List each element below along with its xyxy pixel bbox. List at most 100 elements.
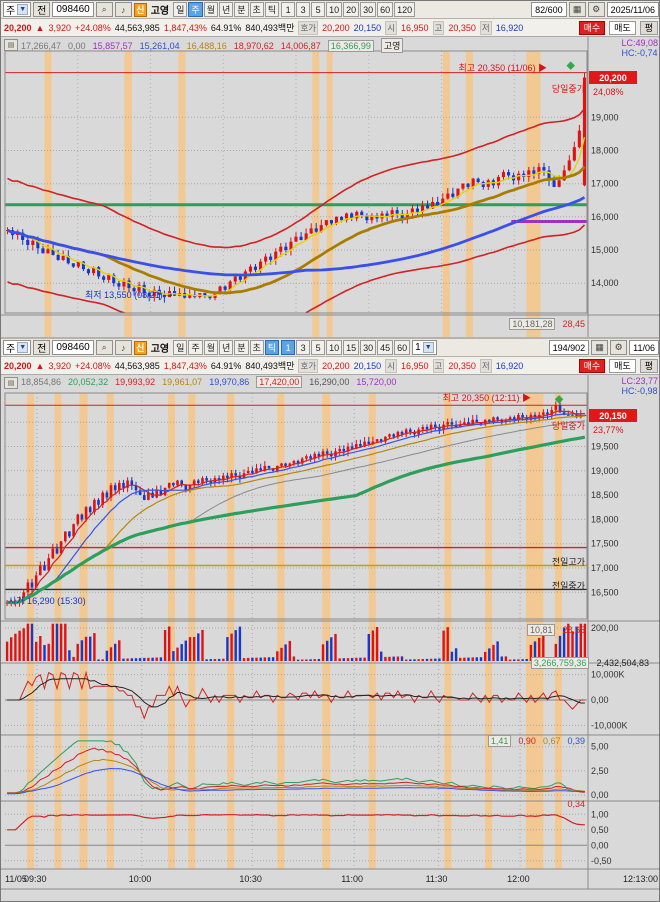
- turnover-percent: 1,847,43%: [163, 22, 207, 33]
- speaker-icon[interactable]: ♪: [114, 2, 132, 17]
- interval-15[interactable]: 15: [343, 340, 360, 355]
- interval-5[interactable]: 5: [311, 2, 326, 17]
- reference-lines: [5, 404, 587, 591]
- interval-10[interactable]: 10: [326, 340, 343, 355]
- last-price: 20,200: [4, 360, 32, 371]
- interval-60[interactable]: 60: [377, 2, 394, 17]
- chart-style-icon[interactable]: ▦: [591, 340, 609, 355]
- signal-diamond-icon: [566, 61, 575, 70]
- change-value: 3,920: [48, 360, 71, 371]
- interval-30[interactable]: 30: [360, 2, 377, 17]
- axis-tick-label: 17,000: [591, 179, 619, 189]
- buy-tab[interactable]: 매수: [578, 358, 606, 373]
- legend-value: 0,34: [567, 799, 585, 809]
- ma-legend-row: 17,266,47 0,00 15,857,57 15,261,04 16,488,16…: [21, 38, 404, 53]
- tab-년[interactable]: 년: [218, 340, 234, 355]
- interval-3[interactable]: 3: [296, 2, 311, 17]
- sub-pane-legend: 10,181,28 28,45: [509, 318, 585, 330]
- tick-chart-canvas[interactable]: 19,500 19,000 18,500 18,000 17,500 17,000 16,5…: [1, 375, 660, 902]
- oscillator3-legend: 0,34: [567, 799, 585, 809]
- prev-button[interactable]: 전: [33, 2, 51, 17]
- interval-30[interactable]: 30: [360, 340, 377, 355]
- tab-초[interactable]: 초: [249, 2, 264, 17]
- time-highlight-bands: [44, 51, 541, 337]
- chart-tool-button[interactable]: ▤: [4, 377, 18, 389]
- settings-gear-icon[interactable]: ⚙: [587, 2, 605, 17]
- chart-style-icon[interactable]: ▦: [568, 2, 586, 17]
- period-combo[interactable]: 주 ▼: [3, 340, 32, 355]
- low-label: 저: [479, 20, 492, 35]
- interval-120[interactable]: 120: [394, 2, 416, 17]
- daily-chart-canvas[interactable]: 19,000 18,000 17,000 16,000 15,000 14,000: [1, 37, 660, 339]
- interval-3[interactable]: 3: [296, 340, 311, 355]
- day-avg-label: 당일중가: [551, 84, 585, 94]
- legend-value: 0,00: [68, 40, 86, 51]
- axis-tick-label: -0,50: [591, 856, 612, 866]
- volume-value: 44,563,985: [114, 22, 160, 33]
- strength-percent: 64.91%: [210, 360, 242, 371]
- volume-value: 44,563,985: [114, 360, 160, 371]
- chart-tool-button[interactable]: ▤: [4, 39, 18, 51]
- tab-일[interactable]: 일: [173, 340, 188, 355]
- sell-tab[interactable]: 매도: [609, 358, 636, 373]
- lc-value: LC:23,77: [621, 376, 658, 386]
- interval-45[interactable]: 45: [377, 340, 394, 355]
- legend-value: 0,67: [542, 736, 561, 746]
- hc-value: HC:-0,74: [621, 48, 658, 58]
- interval-1[interactable]: 1: [281, 340, 296, 355]
- period-combo[interactable]: 주 ▼: [3, 2, 32, 17]
- tab-월[interactable]: 월: [203, 2, 218, 17]
- axis-tick-label: 0,00: [591, 695, 609, 705]
- tab-틱[interactable]: 틱: [264, 2, 280, 17]
- tab-년[interactable]: 년: [218, 2, 234, 17]
- search-icon[interactable]: ⌕: [95, 340, 113, 355]
- tab-주[interactable]: 주: [188, 2, 203, 17]
- stock-code-input[interactable]: 098460: [52, 2, 94, 17]
- stock-code-input[interactable]: 098460: [52, 340, 94, 355]
- change-arrow-icon: ▲: [35, 22, 45, 33]
- high-price: 20,350: [448, 360, 476, 371]
- speaker-icon[interactable]: ♪: [114, 340, 132, 355]
- axis-tick-label: 0,50: [591, 825, 609, 835]
- low-annotation: 최저 13,550 (08/21) ➝: [85, 290, 173, 300]
- tick-count-combo[interactable]: 1 ▼: [412, 340, 437, 355]
- tab-분[interactable]: 분: [234, 340, 249, 355]
- flat-tab[interactable]: 평: [639, 358, 658, 373]
- time-label: 09:30: [24, 874, 47, 884]
- tab-틱[interactable]: 틱: [264, 340, 280, 355]
- date-field[interactable]: 11/06: [629, 340, 659, 355]
- axis-tick-label: 10,000K: [591, 670, 625, 680]
- open-label: 시: [385, 20, 398, 35]
- tab-월[interactable]: 월: [203, 340, 218, 355]
- legend-value: 18,854,86: [21, 377, 62, 387]
- interval-60[interactable]: 60: [394, 340, 411, 355]
- interval-5[interactable]: 5: [311, 340, 326, 355]
- tab-주[interactable]: 주: [188, 340, 203, 355]
- turnover-percent: 1,847,43%: [163, 360, 207, 371]
- legend-value: 17,420,00: [256, 376, 303, 388]
- bid-price: 20,150: [353, 22, 382, 33]
- flat-tab[interactable]: 평: [639, 20, 658, 35]
- settings-gear-icon[interactable]: ⚙: [610, 340, 628, 355]
- search-icon[interactable]: ⌕: [95, 2, 113, 17]
- date-field[interactable]: 2025/11/06: [606, 2, 659, 17]
- sell-tab[interactable]: 매도: [609, 20, 636, 35]
- prev-button[interactable]: 전: [33, 340, 51, 355]
- current-price-box: 20,150: [589, 409, 637, 422]
- time-label: 10:30: [239, 874, 262, 884]
- interval-tabs: 1 3 5 10 20 30 60 120: [281, 2, 416, 17]
- tab-일[interactable]: 일: [173, 2, 188, 17]
- current-price-box: 20,200: [589, 71, 637, 84]
- volume-legend: 10,81 28,65: [526, 624, 585, 636]
- hoga-label: 호가: [298, 20, 319, 35]
- legend-value: 16,366,99: [327, 39, 374, 52]
- buy-tab[interactable]: 매수: [578, 20, 606, 35]
- tab-초[interactable]: 초: [249, 340, 264, 355]
- interval-1[interactable]: 1: [281, 2, 296, 17]
- interval-20[interactable]: 20: [343, 2, 360, 17]
- interval-10[interactable]: 10: [326, 2, 343, 17]
- tab-분[interactable]: 분: [234, 2, 249, 17]
